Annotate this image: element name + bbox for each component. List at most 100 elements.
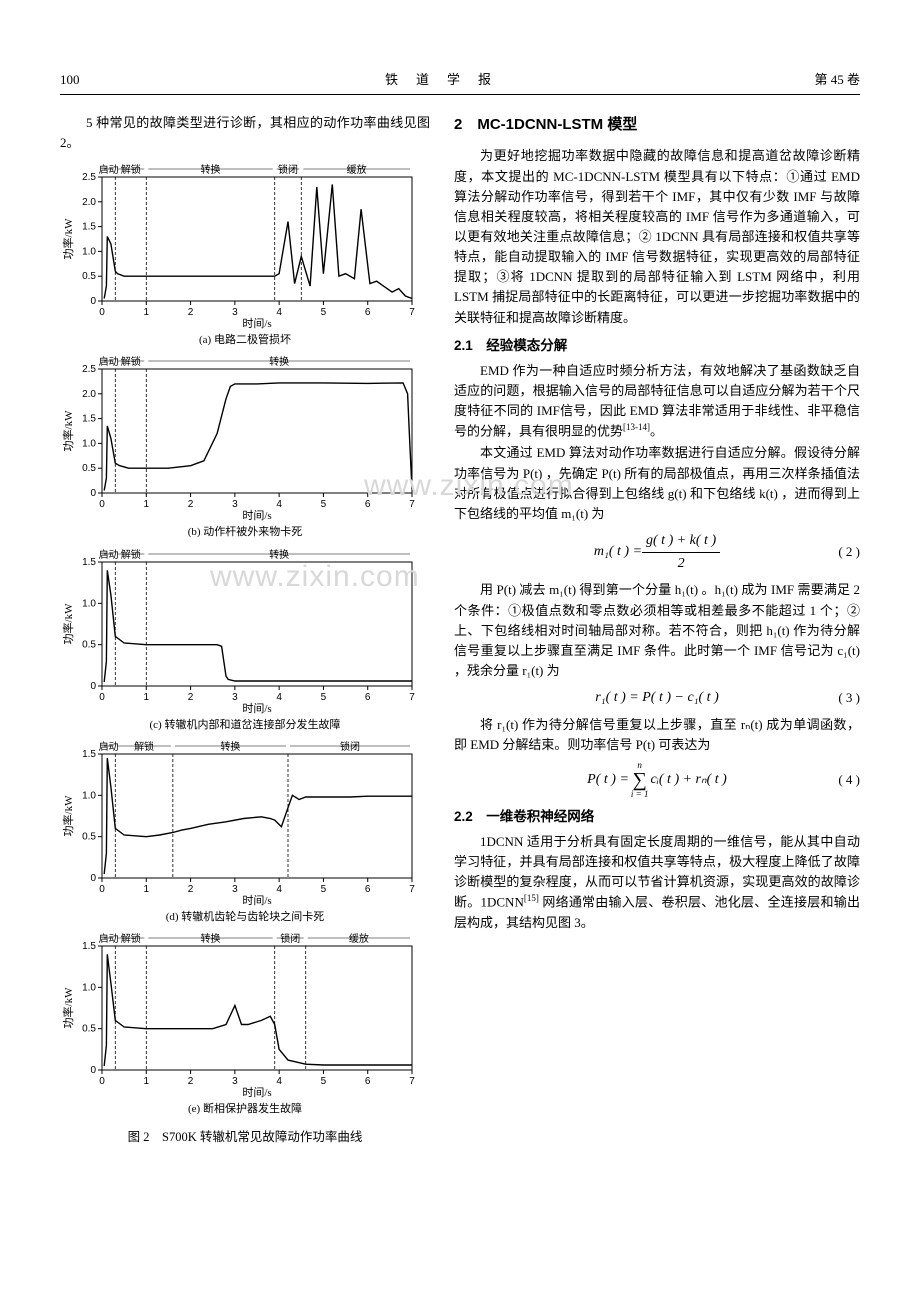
equation-3: r₁( t ) = P( t ) − c₁( t ) ( 3 ) [454, 687, 860, 709]
eq4-sum: n ∑ i = 1 [631, 761, 649, 799]
svg-text:1: 1 [144, 499, 150, 510]
figure-2-charts: 启动解锁转换锁闭缓放00.51.01.52.02.501234567时间/s功率… [60, 159, 430, 1117]
subsection-2-2-heading: 2.2 一维卷积神经网络 [454, 807, 860, 828]
svg-text:7: 7 [409, 307, 415, 318]
svg-text:5: 5 [321, 307, 327, 318]
svg-text:1: 1 [144, 1076, 150, 1087]
svg-text:时间/s: 时间/s [242, 894, 271, 906]
page-number: 100 [60, 70, 80, 90]
svg-text:1: 1 [144, 307, 150, 318]
svg-text:0: 0 [99, 692, 105, 703]
svg-text:1.5: 1.5 [82, 749, 96, 760]
svg-text:转换: 转换 [269, 548, 289, 561]
chart-c-svg: 启动解锁转换00.51.01.501234567时间/s功率/kW [60, 544, 420, 714]
two-column-layout: 5 种常见的故障类型进行诊断，其相应的动作功率曲线见图 2。 启动解锁转换锁闭缓… [60, 113, 860, 1147]
svg-text:解锁: 解锁 [121, 355, 141, 368]
svg-text:转换: 转换 [220, 740, 240, 753]
svg-text:0: 0 [99, 499, 105, 510]
svg-text:缓放: 缓放 [347, 163, 367, 176]
svg-text:3: 3 [232, 884, 238, 895]
p21c: 用 P(t) 减去 m₁(t) 得到第一个分量 h₁(t) 。h₁(t) 成为 … [454, 580, 860, 681]
svg-text:解锁: 解锁 [121, 163, 141, 176]
svg-text:0: 0 [99, 307, 105, 318]
eq2-number: ( 2 ) [838, 542, 860, 562]
svg-text:功率/kW: 功率/kW [61, 987, 75, 1029]
svg-text:0: 0 [90, 873, 96, 884]
svg-text:3: 3 [232, 499, 238, 510]
svg-text:7: 7 [409, 499, 415, 510]
svg-text:1.5: 1.5 [82, 941, 96, 952]
svg-text:0: 0 [90, 681, 96, 692]
svg-text:启动: 启动 [99, 163, 119, 176]
svg-text:0: 0 [99, 1076, 105, 1087]
svg-text:0.5: 0.5 [82, 639, 96, 650]
svg-text:功率/kW: 功率/kW [61, 794, 75, 836]
left-column: 5 种常见的故障类型进行诊断，其相应的动作功率曲线见图 2。 启动解锁转换锁闭缓… [60, 113, 430, 1147]
svg-text:3: 3 [232, 692, 238, 703]
eq4-lhs: P( t ) = [587, 769, 629, 791]
svg-text:锁闭: 锁闭 [340, 740, 360, 753]
svg-text:1.5: 1.5 [82, 222, 96, 233]
svg-text:启动: 启动 [99, 932, 119, 945]
p21a-tail: 。 [650, 423, 663, 438]
svg-text:1.0: 1.0 [82, 247, 96, 258]
svg-text:2.5: 2.5 [82, 172, 96, 183]
section-2-heading: 2 MC-1DCNN-LSTM 模型 [454, 113, 860, 136]
svg-text:时间/s: 时间/s [242, 1086, 271, 1098]
svg-text:5: 5 [321, 1076, 327, 1087]
svg-text:4: 4 [276, 1076, 282, 1087]
svg-text:2: 2 [188, 884, 194, 895]
svg-text:2: 2 [188, 1076, 194, 1087]
eq3-text: r₁( t ) = P( t ) − c₁( t ) [595, 687, 718, 709]
svg-text:0: 0 [90, 296, 96, 307]
svg-text:启动: 启动 [99, 740, 119, 753]
chart-e: 启动解锁转换锁闭缓放00.51.01.501234567时间/s功率/kW [60, 928, 430, 1098]
svg-text:1: 1 [144, 884, 150, 895]
p22: 1DCNN 适用于分析具有固定长度周期的一维信号，能从其中自动学习特征，并具有局… [454, 832, 860, 933]
svg-text:0.5: 0.5 [82, 272, 96, 283]
eq2-fraction: g( t ) + k( t ) 2 [642, 530, 720, 574]
chart-b: 启动解锁转换00.51.01.52.02.501234567时间/s功率/kW [60, 351, 430, 521]
svg-text:时间/s: 时间/s [242, 317, 271, 329]
svg-text:时间/s: 时间/s [242, 702, 271, 714]
svg-text:7: 7 [409, 884, 415, 895]
p21b: 本文通过 EMD 算法对动作功率数据进行自适应分解。假设待分解功率信号为 P(t… [454, 443, 860, 524]
svg-text:解锁: 解锁 [121, 932, 141, 945]
intro-paragraph: 5 种常见的故障类型进行诊断，其相应的动作功率曲线见图 2。 [60, 113, 430, 153]
svg-text:功率/kW: 功率/kW [61, 410, 75, 452]
citation-13-14: [13-14] [623, 422, 650, 432]
chart-c: 启动解锁转换00.51.01.501234567时间/s功率/kWwww.zix… [60, 544, 430, 714]
svg-text:3: 3 [232, 307, 238, 318]
svg-text:解锁: 解锁 [121, 548, 141, 561]
equation-4: P( t ) = n ∑ i = 1 cᵢ( t ) + rₙ( t ) ( 4… [454, 761, 860, 799]
svg-text:1.0: 1.0 [82, 598, 96, 609]
svg-text:2.5: 2.5 [82, 364, 96, 375]
eq2-denominator: 2 [642, 553, 720, 575]
chart-b-subcaption: (b) 动作杆被外来物卡死 [60, 524, 430, 541]
svg-text:5: 5 [321, 884, 327, 895]
chart-d-svg: 启动解锁转换锁闭00.51.01.501234567时间/s功率/kW [60, 736, 420, 906]
svg-text:2.0: 2.0 [82, 389, 96, 400]
svg-text:1.5: 1.5 [82, 414, 96, 425]
p21d: 将 r₁(t) 作为待分解信号重复以上步骤，直至 rₙ(t) 成为单调函数，即 … [454, 715, 860, 755]
journal-title: 铁道学报 [80, 70, 815, 90]
svg-text:2: 2 [188, 692, 194, 703]
svg-text:6: 6 [365, 307, 371, 318]
svg-text:0.5: 0.5 [82, 831, 96, 842]
svg-text:1.0: 1.0 [82, 439, 96, 450]
svg-text:4: 4 [276, 307, 282, 318]
svg-text:7: 7 [409, 1076, 415, 1087]
svg-text:锁闭: 锁闭 [280, 932, 300, 945]
eq4-number: ( 4 ) [838, 770, 860, 790]
svg-text:转换: 转换 [201, 163, 221, 176]
svg-text:6: 6 [365, 884, 371, 895]
svg-text:1: 1 [144, 692, 150, 703]
figure-caption: 图 2 S700K 转辙机常见故障动作功率曲线 [60, 1128, 430, 1147]
volume-label: 第 45 卷 [814, 70, 860, 90]
page-header: 100 铁道学报 第 45 卷 [60, 70, 860, 95]
svg-text:6: 6 [365, 1076, 371, 1087]
equation-2: m₁( t ) = g( t ) + k( t ) 2 ( 2 ) [454, 530, 860, 574]
svg-text:转换: 转换 [269, 355, 289, 368]
svg-text:6: 6 [365, 692, 371, 703]
eq2-lhs: m₁( t ) = [594, 541, 642, 563]
